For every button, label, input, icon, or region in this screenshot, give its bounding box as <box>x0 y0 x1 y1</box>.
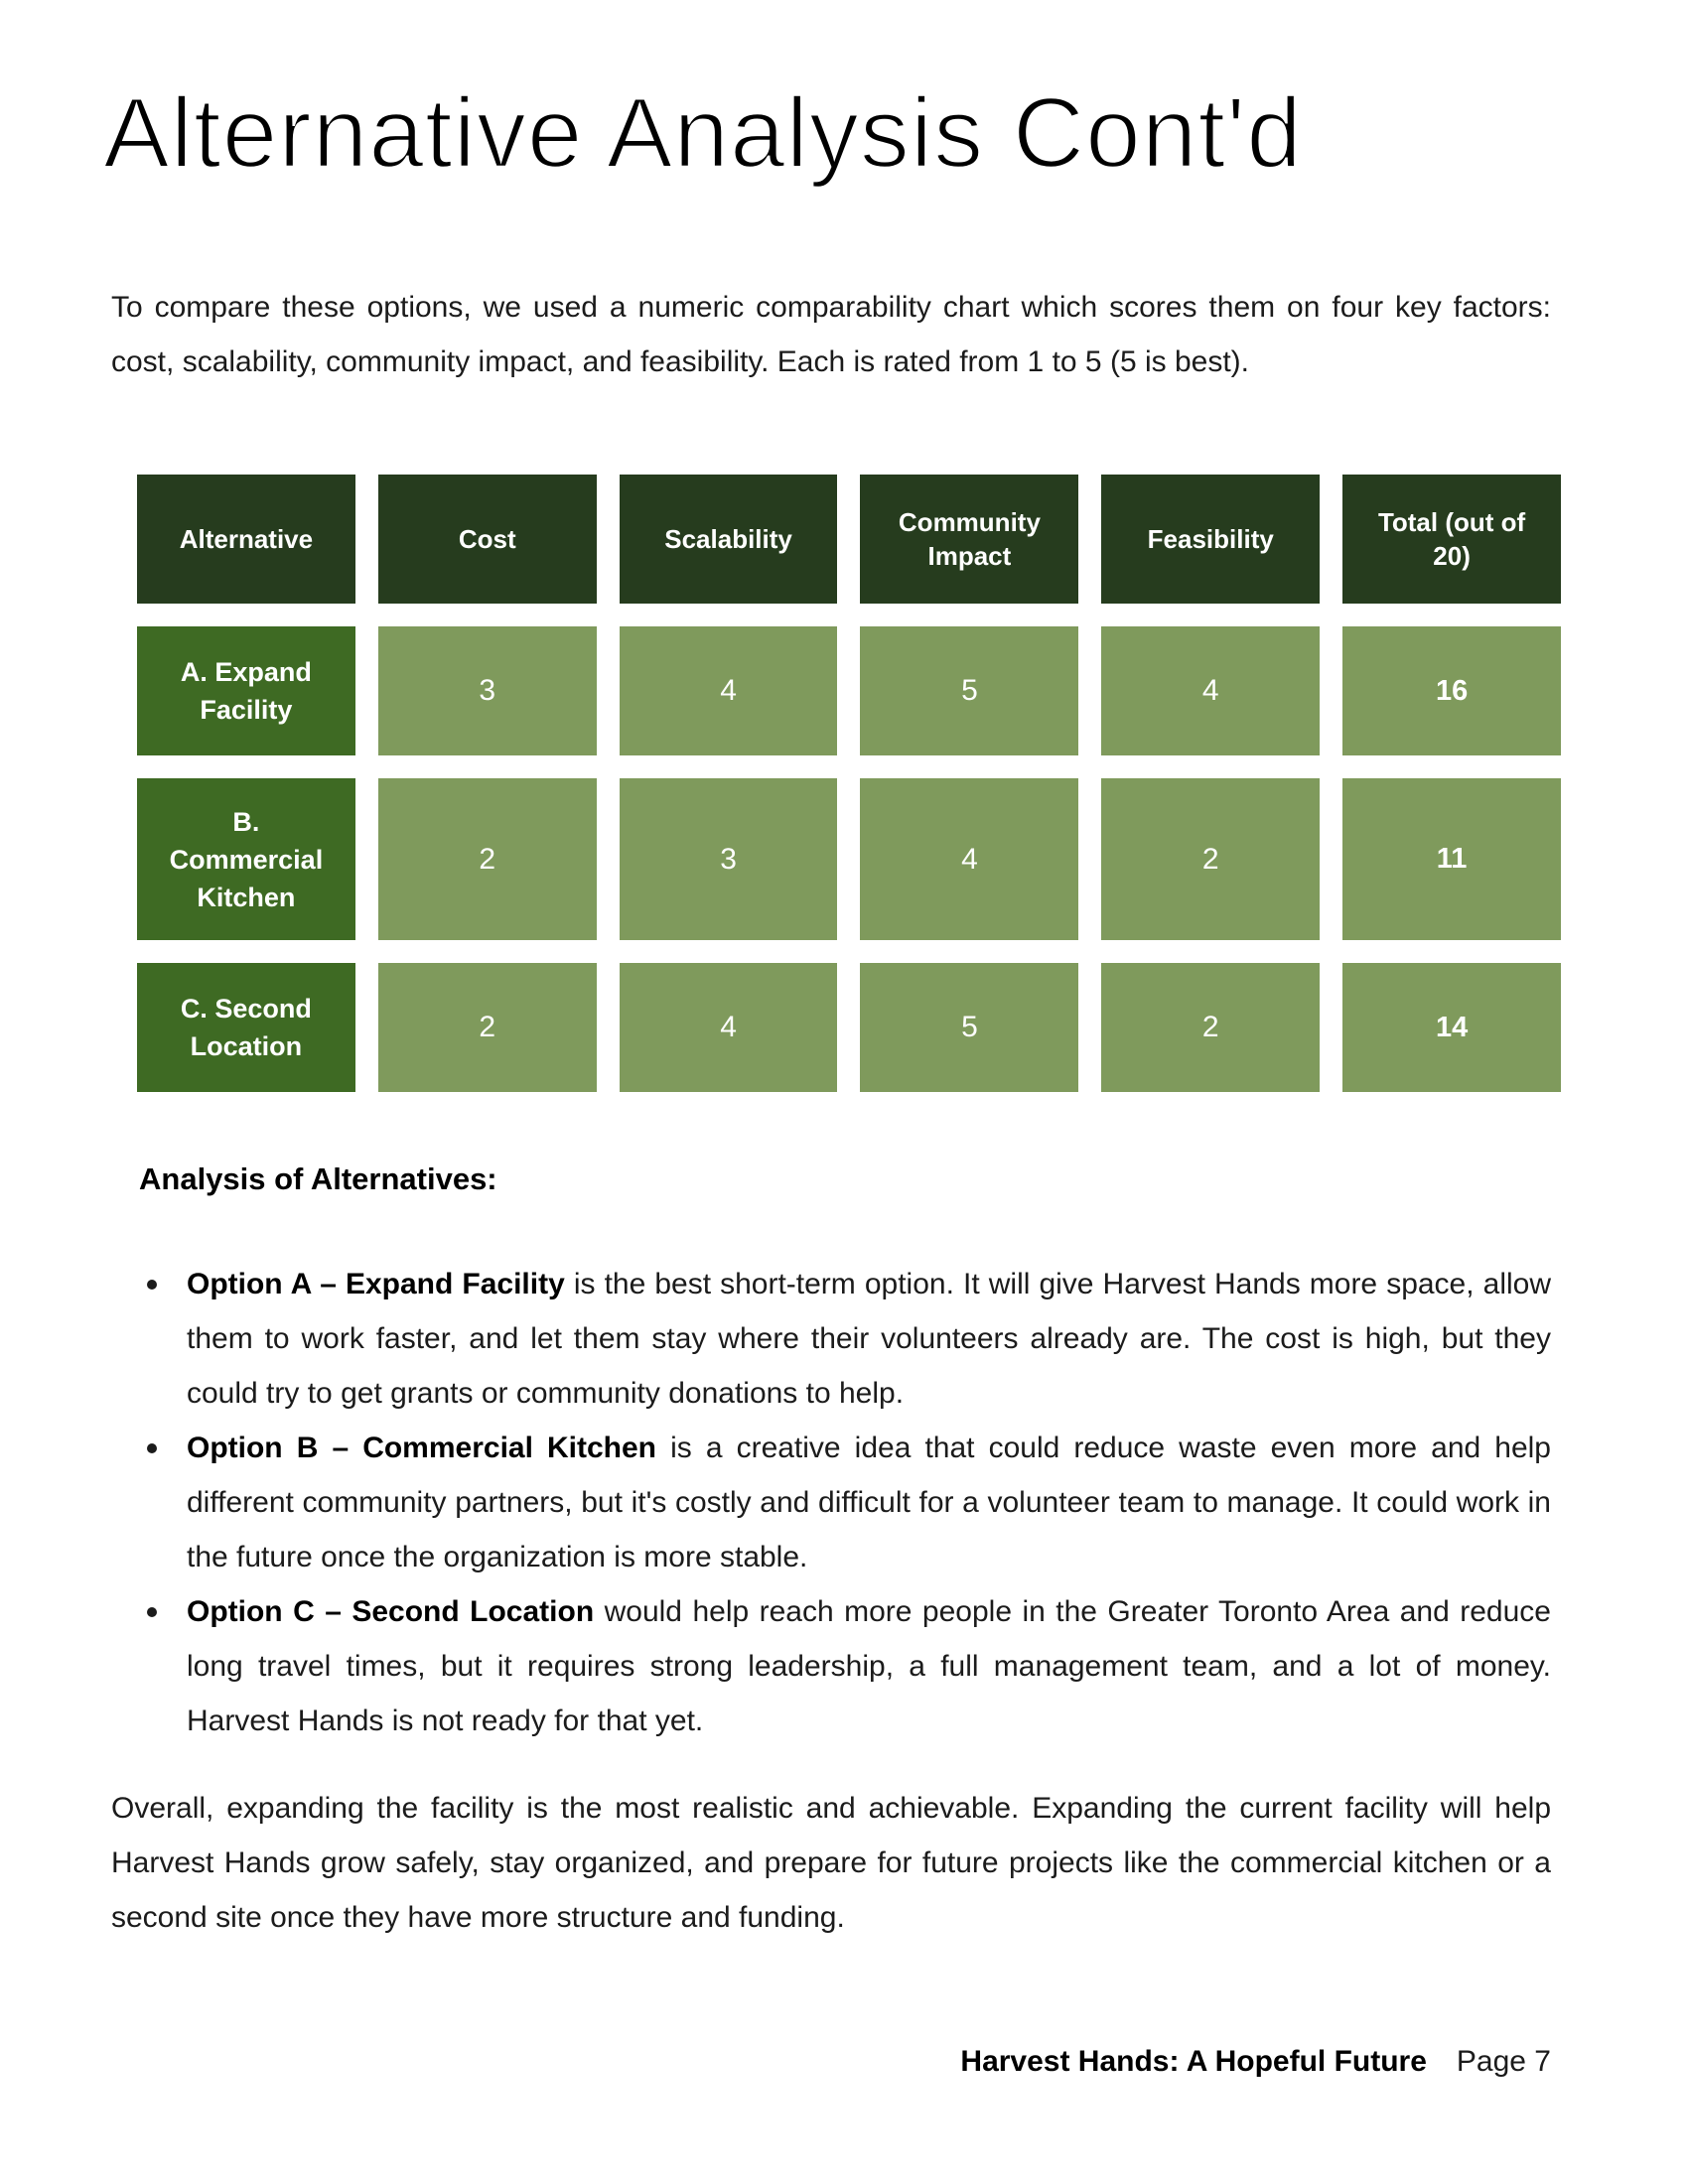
row-label-expand-facility: A. Expand Facility <box>137 626 355 755</box>
score-cell-b-feasibility: 2 <box>1101 778 1321 940</box>
score-cell-a-feasibility: 4 <box>1101 626 1321 755</box>
bullet-body-option-a: is the best short-term option. It will g… <box>187 1268 1552 1410</box>
bullet-text-option-c: Option C – Second Location would help re… <box>187 1584 1551 1748</box>
total-cell-b: 11 <box>1342 778 1561 940</box>
score-cell-a-scalability: 4 <box>619 626 838 755</box>
closing-paragraph: Overall, expanding the facility is the m… <box>111 1792 1551 1934</box>
bullet-body-option-b: is a creative idea that could reduce was… <box>187 1432 1551 1573</box>
bullet-dot <box>147 1443 157 1453</box>
score-cell-a-cost: 3 <box>377 626 597 755</box>
table-header-scalability: Scalability <box>619 475 838 604</box>
bullet-dot <box>147 1607 157 1617</box>
footer-doc-title: Harvest Hands: A Hopeful Future <box>960 2045 1427 2078</box>
total-cell-a: 16 <box>1342 626 1561 755</box>
bullet-list: Option A – Expand Facility is the best s… <box>139 1257 1551 1748</box>
score-cell-b-community-impact: 4 <box>860 778 1079 940</box>
intro-paragraph: To compare these options, we used a nume… <box>111 291 1551 378</box>
score-cell-c-feasibility: 2 <box>1101 963 1321 1092</box>
footer-page-number: Page 7 <box>1456 2045 1551 2078</box>
score-cell-b-cost: 2 <box>377 778 597 940</box>
score-cell-c-cost: 2 <box>377 963 597 1092</box>
bullet-text-option-a: Option A – Expand Facility is the best s… <box>187 1257 1551 1421</box>
bullet-lead-option-a: Option A – Expand Facility <box>187 1268 565 1300</box>
bullet-dot <box>147 1280 157 1290</box>
total-cell-c: 14 <box>1342 963 1561 1092</box>
page-title: Alternative Analysis Cont'd <box>102 76 1303 191</box>
table-header-total: Total (out of 20) <box>1342 475 1561 604</box>
bullet-item-option-c: Option C – Second Location would help re… <box>139 1584 1551 1748</box>
bullet-item-option-b: Option B – Commercial Kitchen is a creat… <box>139 1421 1551 1584</box>
table-header-alternative: Alternative <box>137 475 355 604</box>
bullet-item-option-a: Option A – Expand Facility is the best s… <box>139 1257 1551 1421</box>
bullet-lead-option-c: Option C – Second Location <box>187 1595 595 1628</box>
table-header-cost: Cost <box>377 475 597 604</box>
page-footer: Harvest Hands: A Hopeful Future Page 7 <box>960 2043 1551 2081</box>
bullet-text-option-b: Option B – Commercial Kitchen is a creat… <box>187 1421 1551 1584</box>
score-cell-c-community-impact: 5 <box>860 963 1079 1092</box>
bullet-body-option-c: would help reach more people in the Grea… <box>187 1595 1551 1737</box>
table-header-feasibility: Feasibility <box>1101 475 1321 604</box>
score-cell-c-scalability: 4 <box>619 963 838 1092</box>
row-label-commercial-kitchen: B. Commercial Kitchen <box>137 778 355 940</box>
score-cell-b-scalability: 3 <box>619 778 838 940</box>
row-label-second-location: C. Second Location <box>137 963 355 1092</box>
analysis-heading: Analysis of Alternatives: <box>139 1161 497 1196</box>
table-header-community-impact: Community Impact <box>860 475 1079 604</box>
bullet-lead-option-b: Option B – Commercial Kitchen <box>187 1432 657 1464</box>
comparison-table: Alternative Cost Scalability Community I… <box>137 475 1561 1092</box>
score-cell-a-community-impact: 5 <box>860 626 1079 755</box>
